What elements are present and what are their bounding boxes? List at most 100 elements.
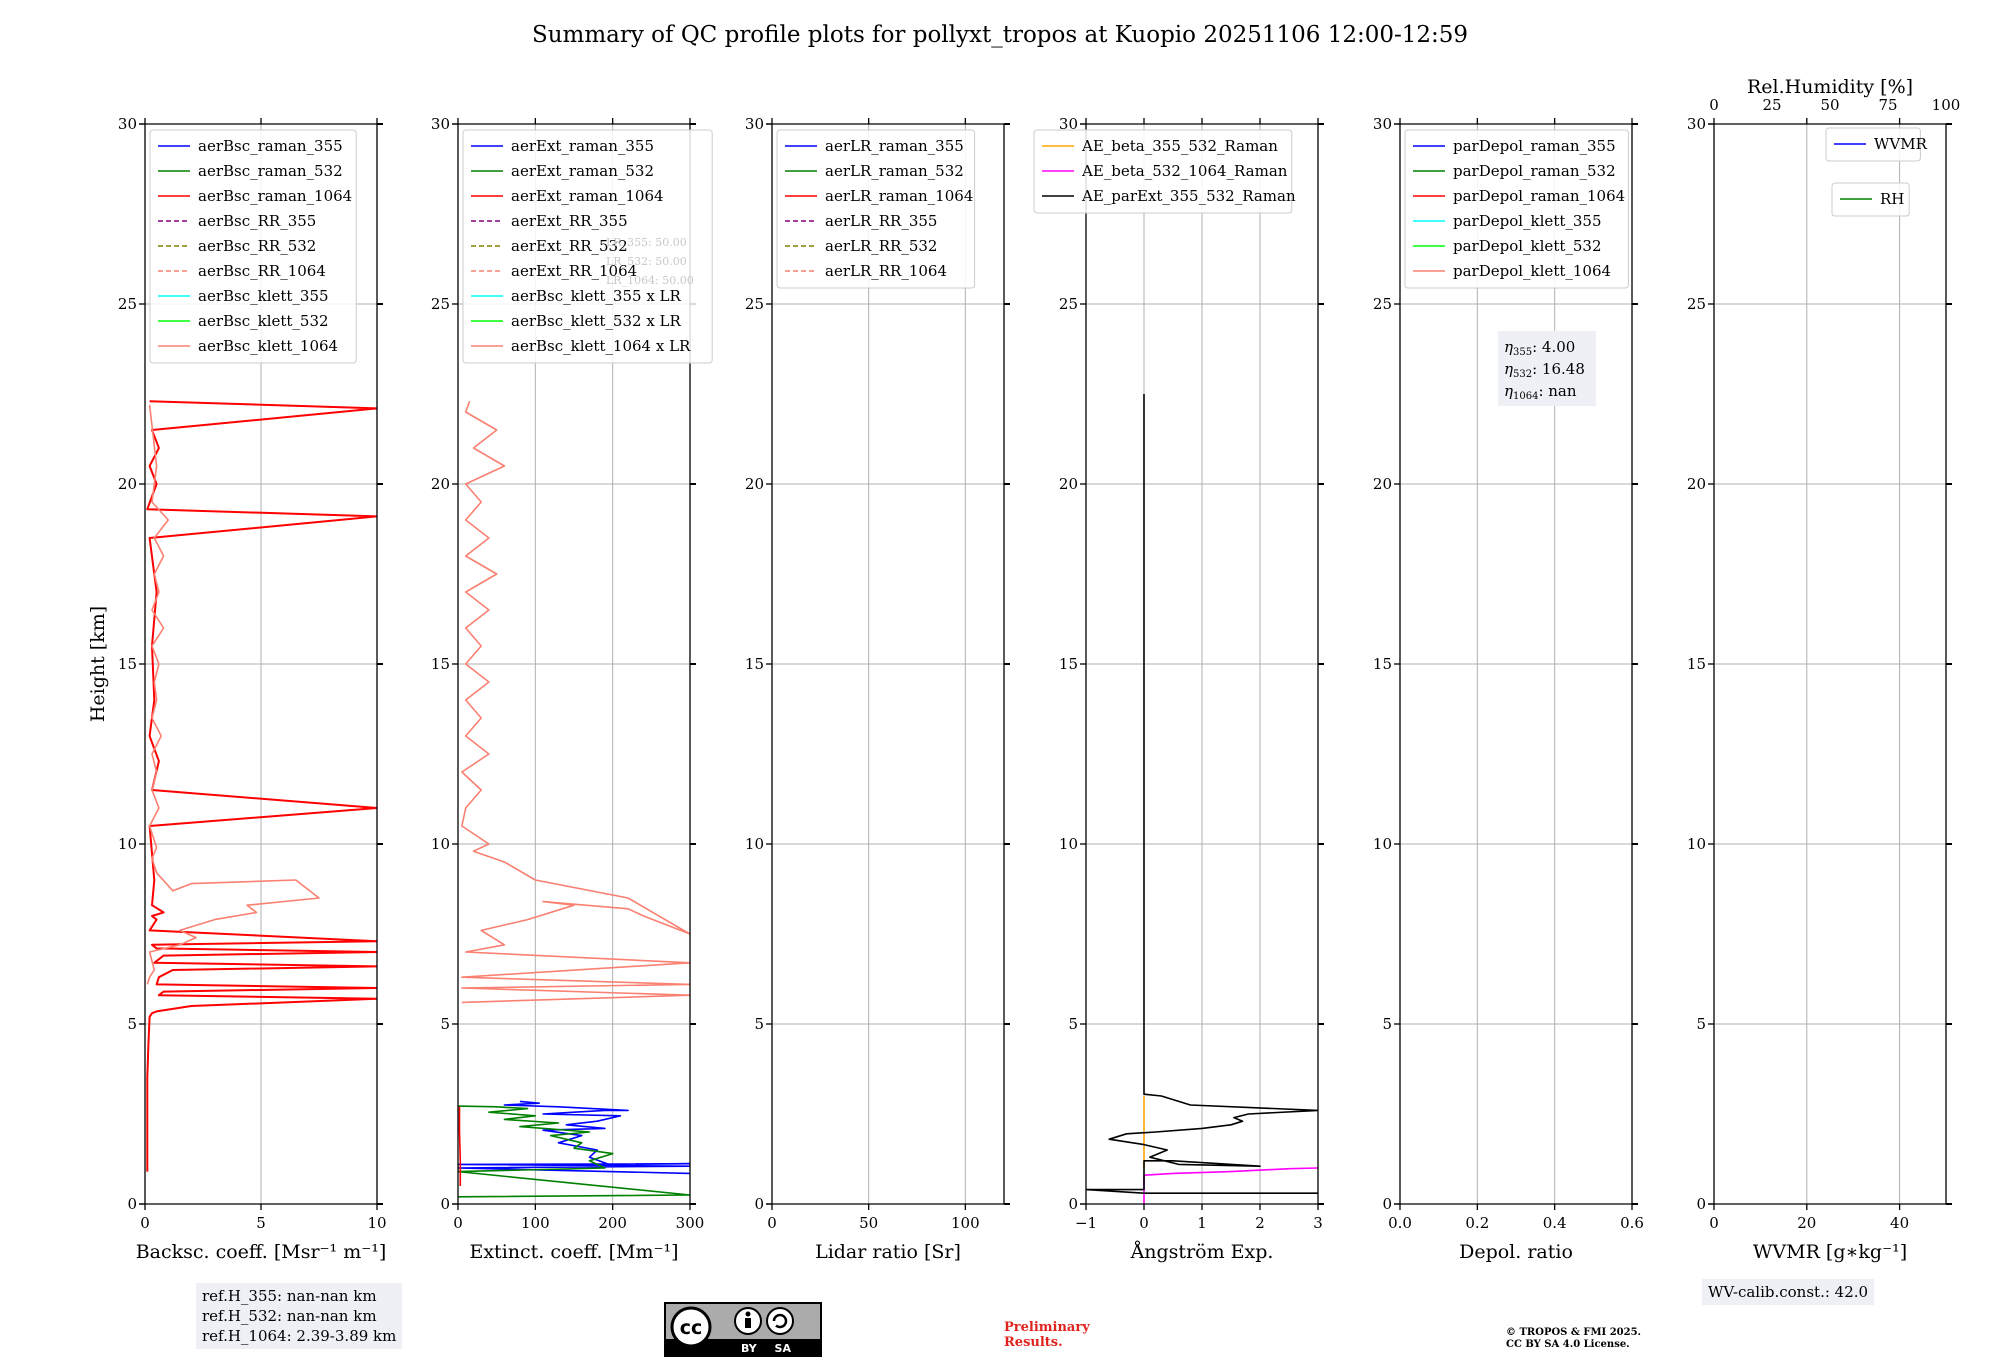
legend-label: parDepol_raman_1064: [1453, 187, 1625, 205]
copyright-line-1: © TROPOS & FMI 2025.: [1506, 1327, 1642, 1338]
legend-wvmr: WVMR: [1825, 127, 1928, 162]
reference-height-box: ref.H_355: nan-nan km ref.H_532: nan-nan…: [196, 1283, 403, 1349]
legend-frame: [1825, 127, 1921, 162]
y-tick-label: 30: [1687, 115, 1706, 133]
panel-5: 0 5 10 15 20 25 30 0.0 0.2 0.4 0.6 Depol. ratio parD…: [1373, 115, 1644, 1263]
legend: parDepol_raman_355 parDepol_raman_532 parD…: [1404, 129, 1629, 289]
x-tick-label: 40: [1890, 1214, 1909, 1232]
legend-label: aerBsc_raman_355: [198, 137, 343, 155]
x-tick-label: 100: [951, 1214, 980, 1232]
y-tick-label: 10: [745, 835, 764, 853]
x-tick-label: −1: [1075, 1214, 1097, 1232]
y-tick-label: 30: [1373, 115, 1392, 133]
copyright-line-2: CC BY SA 4.0 License.: [1506, 1339, 1630, 1350]
y-tick-label: 25: [431, 295, 450, 313]
series-aerBsc_raman_1064: [146, 400, 377, 1172]
x-tick-label: 5: [256, 1214, 266, 1232]
series-aerExt_raman_532: [458, 1105, 690, 1198]
x-tick-label: 0: [767, 1214, 777, 1232]
legend-label: WVMR: [1874, 135, 1928, 153]
wv-calib-const: WV-calib.const.: 42.0: [1708, 1283, 1869, 1301]
legend-label: aerBsc_klett_1064 x LR: [511, 337, 691, 355]
preliminary-line-1: Preliminary: [1004, 1320, 1090, 1335]
legend-label: aerExt_RR_532: [511, 237, 628, 255]
legend-label: aerLR_RR_1064: [825, 262, 947, 280]
legend-label: aerLR_raman_532: [825, 162, 964, 180]
y-tick-label: 20: [1059, 475, 1078, 493]
legend-frame: [462, 129, 713, 364]
lr-value-text: LR_532: 50.00: [606, 255, 687, 268]
eta-1064: η1064: nan: [1504, 382, 1577, 402]
legend-label: aerBsc_RR_355: [198, 212, 316, 230]
legend-label: aerBsc_klett_355: [198, 287, 329, 305]
legend-label: AE_beta_355_532_Raman: [1081, 137, 1278, 155]
legend: aerExt_raman_355 aerExt_raman_532 aerExt_r…: [462, 129, 713, 364]
x-tick-label: 0.6: [1620, 1214, 1644, 1232]
y-tick-label: 20: [1687, 475, 1706, 493]
cc-logo-icon: cc BY SA: [666, 1306, 820, 1355]
x-tick-label: 3: [1313, 1214, 1323, 1232]
series-group: [146, 400, 377, 1172]
preliminary-results-note: Preliminary Results.: [1004, 1320, 1090, 1350]
x-tick-label: 0: [1709, 1214, 1719, 1232]
y-tick-label: 0: [1068, 1195, 1078, 1213]
legend-rh: RH: [1831, 182, 1910, 217]
legend-label: aerBsc_klett_532 x LR: [511, 312, 682, 330]
top-x-tick-label: 100: [1932, 96, 1961, 114]
x-tick-label: 2: [1255, 1214, 1265, 1232]
top-x-axis-label: Rel.Humidity [%]: [1747, 76, 1913, 98]
legend-label: parDepol_klett_532: [1453, 237, 1602, 255]
y-tick-label: 20: [1373, 475, 1392, 493]
legend-label: aerLR_RR_355: [825, 212, 937, 230]
x-axis-label: Backsc. coeff. [Msr⁻¹ m⁻¹]: [136, 1241, 387, 1263]
top-x-tick-label: 0: [1709, 96, 1719, 114]
legend: aerBsc_raman_355 aerBsc_raman_532 aerBsc_r…: [149, 129, 357, 364]
legend-label: aerBsc_klett_1064: [198, 337, 338, 355]
y-tick-label: 30: [1059, 115, 1078, 133]
y-tick-label: 30: [118, 115, 137, 133]
series-aerExt_raman_355: [458, 1100, 690, 1175]
legend-label: aerExt_raman_1064: [511, 187, 664, 205]
ref-height-532: ref.H_532: nan-nan km: [202, 1307, 377, 1325]
cc-by-sa-label: BY SA: [741, 1342, 792, 1355]
y-tick-label: 5: [440, 1015, 450, 1033]
series-aerBsc_klett_1064: [146, 404, 320, 985]
y-tick-label: 5: [1068, 1015, 1078, 1033]
x-tick-label: 200: [598, 1214, 627, 1232]
wv-calibration-box: WV-calib.const.: 42.0: [1702, 1279, 1875, 1305]
legend-label: aerBsc_raman_532: [198, 162, 343, 180]
legend-label: aerExt_RR_355: [511, 212, 628, 230]
x-tick-label: 0: [1139, 1214, 1149, 1232]
legend-label: parDepol_raman_532: [1453, 162, 1616, 180]
legend: aerLR_raman_355 aerLR_raman_532 aerLR_rama…: [776, 129, 976, 289]
x-tick-label: 1: [1197, 1214, 1207, 1232]
x-axis-label: WVMR [g∗kg⁻¹]: [1753, 1241, 1907, 1263]
y-tick-label: 25: [118, 295, 137, 313]
top-x-tick-label: 50: [1820, 96, 1839, 114]
x-axis-label: Lidar ratio [Sr]: [815, 1241, 961, 1263]
x-tick-label: 0: [453, 1214, 463, 1232]
y-tick-label: 10: [1687, 835, 1706, 853]
y-tick-label: 10: [1373, 835, 1392, 853]
cc-license-badge: cc BY SA: [664, 1302, 822, 1357]
y-tick-label: 5: [754, 1015, 764, 1033]
legend-label: parDepol_klett_1064: [1453, 262, 1611, 280]
legend-frame: [1033, 129, 1293, 214]
eta-355: η355: 4.00: [1504, 338, 1575, 358]
y-tick-label: 5: [127, 1015, 137, 1033]
x-tick-label: 0.0: [1388, 1214, 1412, 1232]
y-tick-label: 5: [1382, 1015, 1392, 1033]
x-tick-label: 0.4: [1543, 1214, 1567, 1232]
legend-label: aerBsc_klett_355 x LR: [511, 287, 682, 305]
y-tick-label: 0: [127, 1195, 137, 1213]
y-tick-label: 30: [745, 115, 764, 133]
ref-height-1064: ref.H_1064: 2.39-3.89 km: [202, 1327, 397, 1345]
legend: AE_beta_355_532_Raman AE_beta_532_1064_Ra…: [1033, 129, 1296, 214]
page-title: Summary of QC profile plots for pollyxt_…: [531, 22, 1469, 48]
y-tick-label: 10: [1059, 835, 1078, 853]
y-tick-label: 5: [1696, 1015, 1706, 1033]
